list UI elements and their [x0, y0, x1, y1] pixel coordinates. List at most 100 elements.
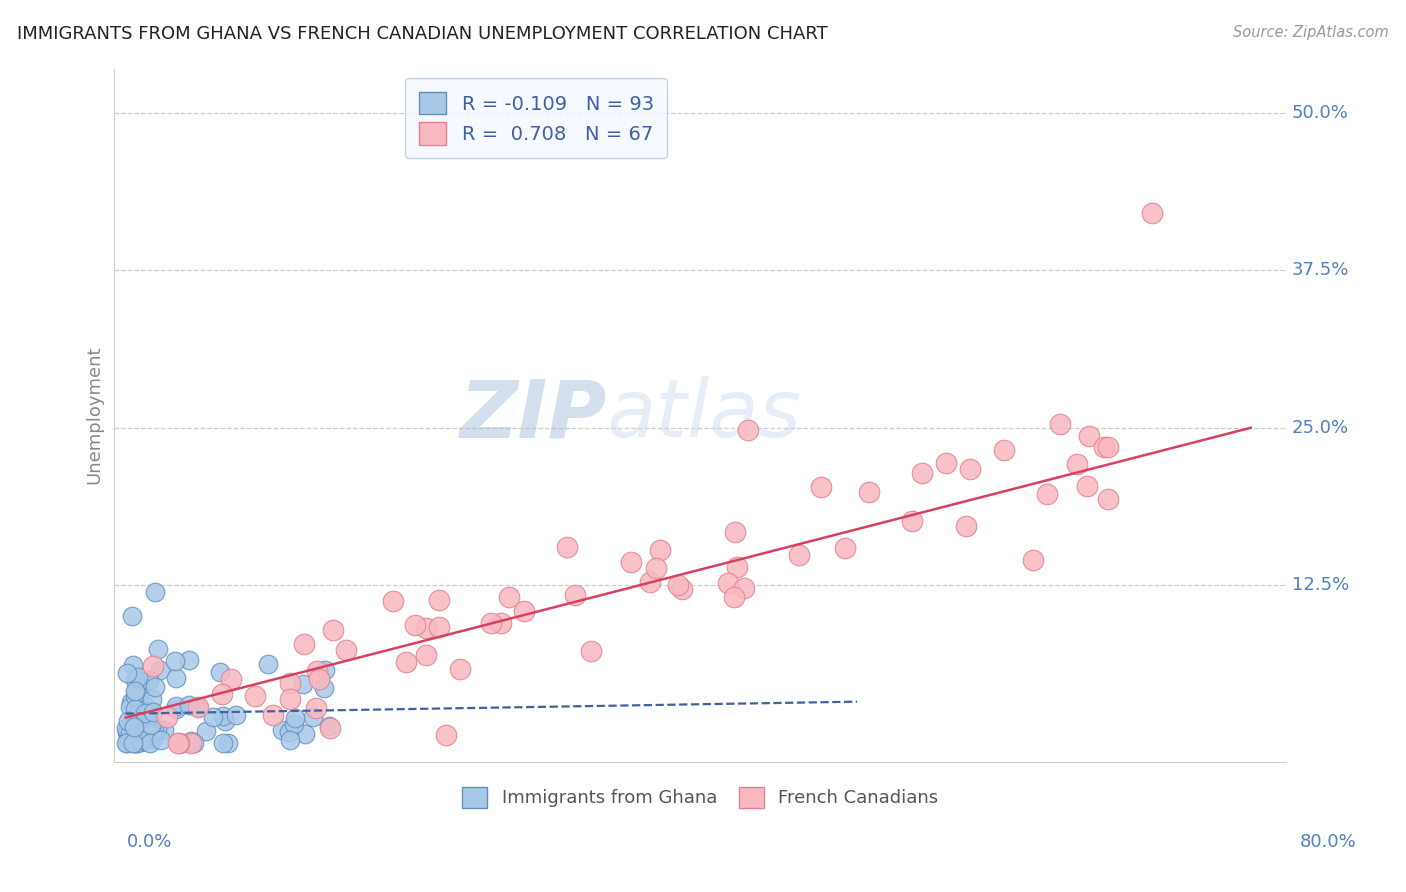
Point	[156, 709, 179, 723]
Point	[810, 480, 832, 494]
Point	[129, 719, 152, 733]
Point	[114, 736, 136, 750]
Point	[132, 703, 155, 717]
Point	[278, 676, 301, 690]
Point	[489, 616, 512, 631]
Point	[1021, 553, 1043, 567]
Point	[127, 734, 149, 748]
Text: 12.5%: 12.5%	[1292, 576, 1350, 594]
Point	[217, 736, 239, 750]
Point	[834, 541, 856, 555]
Point	[993, 442, 1015, 457]
Point	[512, 604, 534, 618]
Point	[121, 734, 143, 748]
Point	[318, 718, 340, 732]
Point	[138, 673, 160, 687]
Point	[124, 689, 146, 703]
Point	[650, 542, 672, 557]
Point	[129, 709, 152, 723]
Point	[127, 719, 149, 733]
Point	[121, 609, 143, 624]
Point	[449, 662, 471, 676]
Point	[120, 696, 142, 710]
Text: 80.0%: 80.0%	[1301, 833, 1357, 851]
Text: Source: ZipAtlas.com: Source: ZipAtlas.com	[1233, 25, 1389, 40]
Point	[142, 659, 165, 673]
Point	[143, 584, 166, 599]
Point	[115, 665, 138, 680]
Point	[131, 698, 153, 712]
Point	[638, 574, 661, 589]
Point	[124, 702, 146, 716]
Point	[394, 655, 416, 669]
Point	[118, 733, 141, 747]
Point	[581, 644, 603, 658]
Point	[142, 731, 165, 746]
Point	[725, 559, 748, 574]
Point	[724, 525, 747, 540]
Point	[129, 735, 152, 749]
Point	[564, 588, 586, 602]
Point	[183, 736, 205, 750]
Point	[131, 733, 153, 747]
Point	[202, 710, 225, 724]
Point	[129, 673, 152, 688]
Text: 25.0%: 25.0%	[1292, 418, 1348, 437]
Point	[136, 706, 159, 720]
Point	[307, 664, 329, 678]
Point	[128, 720, 150, 734]
Point	[302, 710, 325, 724]
Point	[717, 575, 740, 590]
Point	[211, 736, 233, 750]
Point	[115, 721, 138, 735]
Point	[481, 616, 503, 631]
Point	[245, 689, 267, 703]
Point	[149, 732, 172, 747]
Point	[195, 723, 218, 738]
Point	[427, 593, 450, 607]
Point	[124, 673, 146, 687]
Point	[278, 733, 301, 747]
Point	[1097, 441, 1119, 455]
Point	[415, 621, 437, 635]
Point	[1076, 479, 1098, 493]
Point	[498, 590, 520, 604]
Point	[737, 423, 759, 437]
Point	[125, 736, 148, 750]
Point	[141, 692, 163, 706]
Point	[1049, 417, 1071, 431]
Point	[142, 705, 165, 719]
Point	[138, 714, 160, 729]
Point	[153, 723, 176, 737]
Point	[120, 720, 142, 734]
Point	[118, 726, 141, 740]
Point	[955, 519, 977, 533]
Y-axis label: Unemployment: Unemployment	[86, 346, 103, 484]
Point	[209, 665, 232, 680]
Point	[139, 718, 162, 732]
Point	[145, 722, 167, 736]
Point	[858, 485, 880, 500]
Point	[322, 623, 344, 637]
Point	[671, 582, 693, 596]
Point	[177, 653, 200, 667]
Point	[787, 548, 810, 562]
Point	[121, 658, 143, 673]
Point	[120, 700, 142, 714]
Point	[271, 723, 294, 738]
Point	[172, 736, 194, 750]
Point	[127, 723, 149, 738]
Text: 0.0%: 0.0%	[127, 833, 172, 851]
Point	[127, 670, 149, 684]
Point	[127, 719, 149, 733]
Point	[308, 672, 330, 686]
Point	[211, 687, 233, 701]
Point	[125, 736, 148, 750]
Point	[187, 700, 209, 714]
Point	[177, 698, 200, 712]
Point	[214, 714, 236, 728]
Point	[128, 720, 150, 734]
Point	[335, 642, 357, 657]
Point	[644, 561, 666, 575]
Point	[314, 664, 336, 678]
